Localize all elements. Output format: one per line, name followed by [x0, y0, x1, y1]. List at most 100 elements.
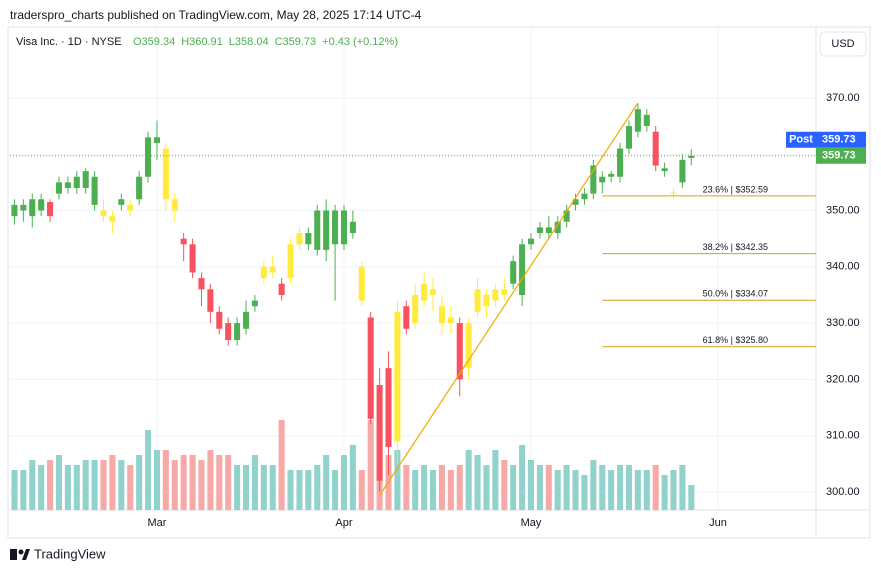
candle-body: [207, 289, 214, 312]
candle-body: [474, 289, 481, 312]
y-tick-label: 340.00: [826, 261, 860, 273]
legend-change: +0.43 (+0.12%): [322, 36, 398, 48]
footer-brand: TradingView: [34, 546, 106, 561]
volume-bar: [305, 470, 312, 510]
volume-bar: [661, 475, 668, 510]
volume-bar: [527, 460, 535, 510]
y-tick-label: 350.00: [826, 204, 860, 216]
candle-body: [349, 221, 356, 234]
volume-bar: [171, 460, 178, 510]
volume-bar: [679, 465, 686, 510]
y-tick-label: 370.00: [826, 92, 860, 104]
currency-button[interactable]: [819, 31, 867, 57]
volume-bar: [153, 450, 160, 510]
candle-body: [465, 323, 472, 369]
candle-body: [29, 199, 36, 217]
legend-symbol: Visa Inc. · 1D · NYSE: [16, 36, 122, 48]
candle-body: [38, 199, 45, 211]
candle-body: [376, 385, 383, 481]
y-tick-label: 300.00: [826, 486, 860, 498]
volume-bar: [367, 420, 374, 510]
candle-body: [100, 210, 107, 217]
volume-bar: [189, 455, 196, 510]
candle-body: [358, 266, 365, 301]
candle-body: [554, 221, 561, 234]
candle-body: [670, 192, 677, 194]
candle-body: [296, 233, 303, 245]
volume-bar: [225, 455, 232, 510]
candle-body: [394, 311, 401, 442]
volume-bar: [670, 470, 677, 510]
fib-label: 50.0% | $334.07: [703, 289, 768, 299]
candle-body: [688, 155, 695, 158]
candle-body: [216, 311, 223, 329]
volume-bar: [234, 465, 241, 510]
volume-bar: [109, 455, 116, 510]
candle-body: [581, 193, 588, 200]
candle-body: [242, 311, 250, 329]
candle-body: [608, 173, 615, 177]
candle-body: [634, 109, 641, 132]
candle-body: [171, 199, 178, 211]
volume-bar: [242, 465, 250, 510]
volume-bar: [29, 460, 36, 510]
candle-body: [55, 182, 63, 194]
trend-line: [379, 102, 639, 496]
x-tick-label: Apr: [335, 517, 352, 529]
volume-bar: [340, 455, 348, 510]
candle-body: [314, 210, 321, 250]
candle-body: [47, 202, 54, 217]
candle-body: [109, 216, 116, 222]
volume-bar: [412, 470, 419, 510]
candle-body: [323, 210, 330, 250]
volume-bar: [394, 450, 401, 510]
volume-bar: [82, 460, 89, 510]
legend-ohlc: C359.73: [275, 36, 317, 48]
candle-body: [153, 137, 160, 143]
candle-body: [287, 244, 294, 279]
last-price-tag: [816, 147, 866, 164]
volume-bar: [563, 465, 570, 510]
volume-bar: [608, 470, 615, 510]
legend-ohlc: H360.91: [181, 36, 223, 48]
volume-bar: [180, 455, 187, 510]
candle-body: [367, 317, 374, 419]
candle-body: [590, 165, 597, 194]
candle-body: [225, 323, 232, 340]
volume-bar: [91, 460, 98, 510]
candle-body: [82, 171, 89, 188]
volume-bar: [590, 460, 597, 510]
volume-bar: [688, 485, 695, 510]
volume-bar: [47, 460, 54, 510]
candle-body: [430, 289, 437, 295]
volume-bar: [278, 420, 285, 510]
volume-bar: [545, 465, 552, 510]
candle-body: [118, 199, 125, 205]
candle-body: [652, 131, 659, 166]
y-tick-label: 320.00: [826, 373, 860, 385]
candle-body: [447, 317, 454, 324]
volume-bar: [207, 450, 214, 510]
candle-body: [136, 176, 143, 200]
volume-bar: [581, 475, 588, 510]
frame: [7, 26, 871, 539]
candle-body: [269, 266, 276, 273]
candle-body: [180, 238, 187, 245]
volume-bar: [38, 465, 45, 510]
logo: [10, 549, 30, 560]
volume-bar: [198, 460, 205, 510]
candle-body: [145, 137, 152, 177]
volume-bar: [323, 455, 330, 510]
header: traderspro_charts published on TradingVi…: [10, 8, 422, 22]
candle-body: [438, 306, 445, 324]
candle-body: [519, 244, 526, 295]
volume-bar: [73, 465, 80, 510]
volume-bar: [118, 460, 125, 510]
x-tick-label: May: [521, 517, 542, 529]
candle-body: [162, 148, 169, 200]
volume-bar: [136, 455, 143, 510]
volume-bar: [269, 465, 276, 510]
volume-bar: [55, 455, 63, 510]
